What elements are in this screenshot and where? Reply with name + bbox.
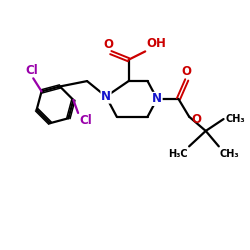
Text: N: N: [152, 92, 162, 106]
Text: O: O: [182, 65, 192, 78]
Text: Cl: Cl: [26, 64, 38, 77]
Text: CH₃: CH₃: [220, 149, 240, 159]
Text: OH: OH: [146, 37, 166, 50]
Text: N: N: [101, 90, 111, 103]
Text: H₃C: H₃C: [168, 149, 188, 159]
Text: Cl: Cl: [79, 114, 92, 127]
Text: CH₃: CH₃: [226, 114, 245, 124]
Text: O: O: [191, 112, 201, 126]
Text: O: O: [103, 38, 113, 52]
